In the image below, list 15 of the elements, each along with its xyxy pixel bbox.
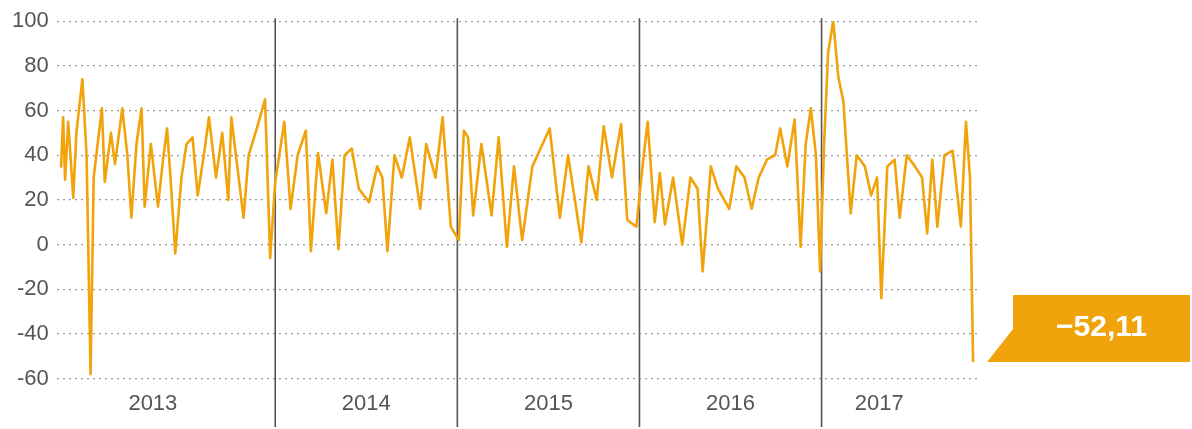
x-tick-label: 2013 xyxy=(128,389,178,415)
x-tick-label: 2015 xyxy=(523,389,573,415)
y-tick-label: 0 xyxy=(36,230,49,256)
y-tick-label: -60 xyxy=(16,364,49,390)
y-tick-label: -20 xyxy=(16,275,49,301)
annotation: −52,11 xyxy=(1056,309,1148,343)
y-tick-label: 60 xyxy=(24,96,49,122)
y-tick-label: 20 xyxy=(24,185,49,211)
y-tick-label: 40 xyxy=(24,141,49,167)
x-tick-label: 2017 xyxy=(854,389,904,415)
x-tick-label: 2016 xyxy=(706,389,755,415)
x-tick-label: 2014 xyxy=(341,389,391,415)
y-tick-label: -40 xyxy=(16,319,49,345)
y-tick-label: 100 xyxy=(11,7,49,33)
y-tick-label: 80 xyxy=(24,51,49,77)
